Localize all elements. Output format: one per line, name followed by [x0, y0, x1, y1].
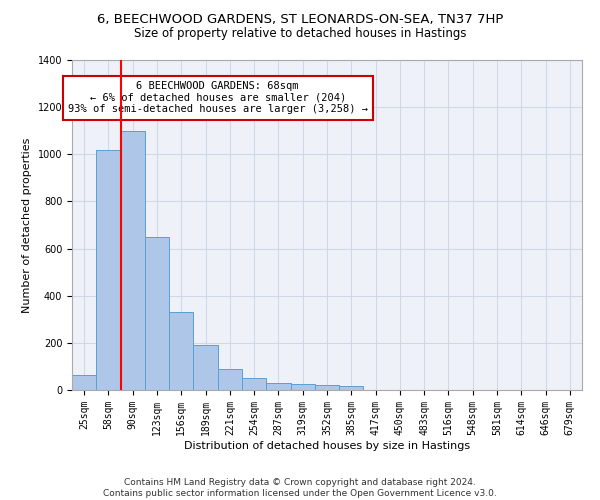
Bar	[145, 237, 169, 390]
Bar	[121, 130, 145, 390]
Bar	[72, 374, 96, 390]
Bar	[218, 369, 242, 390]
Bar	[290, 384, 315, 390]
Y-axis label: Number of detached properties: Number of detached properties	[22, 138, 32, 312]
X-axis label: Distribution of detached houses by size in Hastings: Distribution of detached houses by size …	[184, 440, 470, 450]
Bar	[193, 345, 218, 390]
Bar	[96, 150, 121, 390]
Bar	[266, 383, 290, 390]
Bar	[315, 386, 339, 390]
Bar	[339, 386, 364, 390]
Text: 6 BEECHWOOD GARDENS: 68sqm
← 6% of detached houses are smaller (204)
93% of semi: 6 BEECHWOOD GARDENS: 68sqm ← 6% of detac…	[68, 81, 368, 114]
Text: Contains HM Land Registry data © Crown copyright and database right 2024.
Contai: Contains HM Land Registry data © Crown c…	[103, 478, 497, 498]
Text: 6, BEECHWOOD GARDENS, ST LEONARDS-ON-SEA, TN37 7HP: 6, BEECHWOOD GARDENS, ST LEONARDS-ON-SEA…	[97, 12, 503, 26]
Text: Size of property relative to detached houses in Hastings: Size of property relative to detached ho…	[134, 28, 466, 40]
Bar	[169, 312, 193, 390]
Bar	[242, 378, 266, 390]
